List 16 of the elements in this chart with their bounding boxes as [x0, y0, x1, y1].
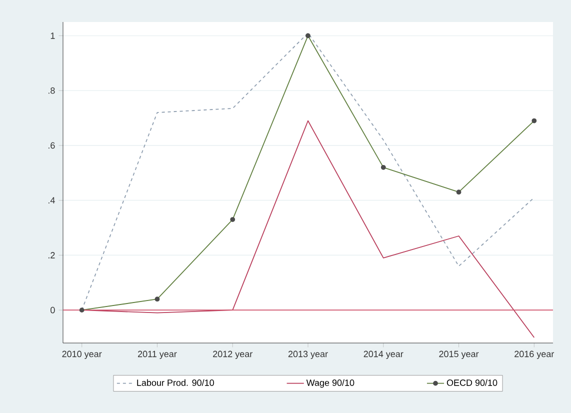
x-tick-label: 2016 year — [514, 350, 554, 359]
legend-label: Labour Prod. 90/10 — [137, 379, 214, 386]
x-tick-label: 2013 year — [288, 350, 328, 359]
x-tick-label: 2010 year — [62, 350, 102, 359]
y-tick-label: .6 — [48, 142, 55, 149]
legend-label: Wage 90/10 — [306, 379, 354, 388]
x-tick-label: 2015 year — [439, 350, 479, 359]
x-tick-label: 2012 year — [213, 350, 252, 359]
y-tick-label: .4 — [48, 197, 55, 204]
legend-label: OECD 90/10 — [446, 379, 498, 386]
x-tick-label: 2011 year — [138, 350, 177, 359]
x-tick-label: 2014 year — [364, 350, 404, 359]
y-tick-label: 0 — [50, 306, 55, 314]
y-tick-label: 1 — [50, 32, 55, 39]
y-tick-label: .2 — [48, 252, 55, 258]
y-tick-label: .8 — [48, 87, 55, 94]
